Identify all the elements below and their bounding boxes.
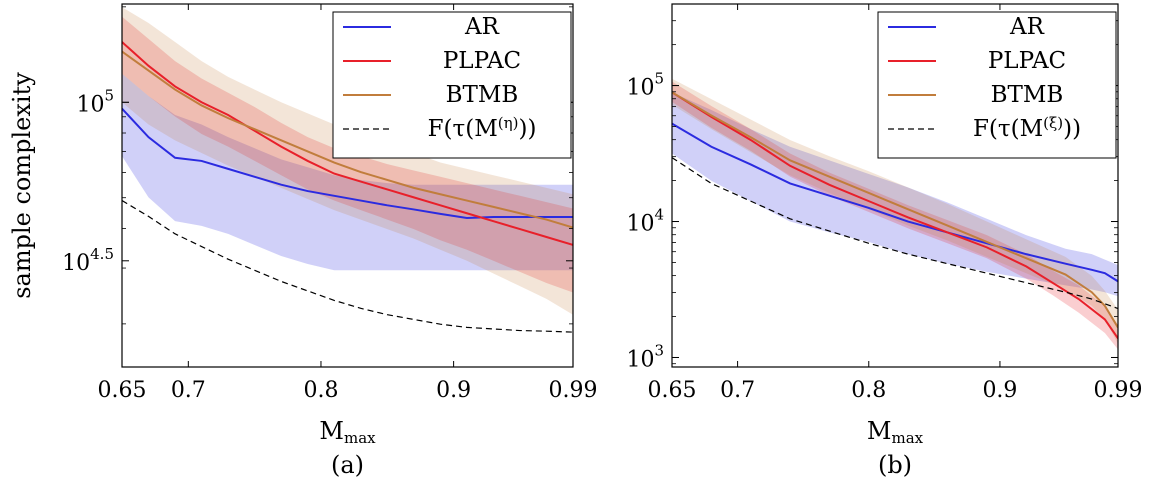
series-line-2 — [672, 91, 1118, 329]
legend-label: F(τ(M(η)​)) — [428, 114, 537, 142]
legend-label: BTMB — [991, 82, 1064, 108]
legend-label: BTMB — [446, 82, 519, 108]
series-line-2 — [122, 50, 573, 229]
band-0 — [122, 73, 573, 271]
plot-frame — [121, 3, 574, 368]
legend-label: AR — [1009, 14, 1045, 40]
legend-label: PLPAC — [443, 48, 521, 74]
x-tick-label: 0.99 — [549, 378, 598, 403]
x-axis-label: Mmax​ — [867, 417, 924, 447]
series-line-3 — [122, 200, 573, 333]
series-line-0 — [672, 122, 1118, 283]
x-tick-label: 0.8 — [851, 378, 886, 403]
legend-label: PLPAC — [988, 48, 1066, 74]
y-tick-label: 105 — [76, 86, 114, 117]
x-tick-label: 0.65 — [98, 378, 147, 403]
series-line-1 — [122, 41, 573, 246]
x-tick-label: 0.9 — [982, 378, 1017, 403]
y-tick-label: 104.5 — [62, 245, 114, 276]
x-tick-label: 0.99 — [1094, 378, 1143, 403]
axis-ticks: 0.65 0.7 0.8 0.9 0.99 104.5 105 — [62, 4, 597, 403]
series-lines — [672, 91, 1118, 340]
legend: AR PLPAC BTMB F(τ(M(η)​)) — [332, 11, 572, 159]
y-tick-label: 103 — [626, 341, 664, 372]
y-tick-label: 105 — [626, 70, 664, 101]
legend-label: AR — [464, 14, 500, 40]
x-tick-label: 0.9 — [436, 378, 471, 403]
subfigure-caption: (b) — [878, 451, 912, 479]
x-tick-label: 0.7 — [171, 378, 206, 403]
legend: AR PLPAC BTMB F(τ(M(ξ)​)) — [877, 11, 1117, 159]
band-1 — [672, 81, 1118, 350]
subfigure-caption: (a) — [331, 451, 364, 479]
series-line-1 — [672, 91, 1118, 340]
chart-panel-b: 0.65 0.7 0.8 0.9 0.99 103 104 105 AR PLPAC BTMB F(… — [626, 3, 1143, 479]
series-line-3 — [672, 157, 1118, 310]
y-tick-label: 104 — [626, 206, 664, 237]
chart-panel-a: 0.65 0.7 0.8 0.9 0.99 104.5 105 AR PLPAC BTMB F(τ… — [8, 3, 597, 479]
x-tick-label: 0.8 — [303, 378, 338, 403]
series-lines — [122, 41, 573, 333]
y-axis-label: sample complexity — [8, 72, 36, 299]
legend-label: F(τ(M(ξ)​)) — [973, 114, 1081, 142]
band-2 — [122, 7, 573, 315]
series-line-0 — [122, 107, 573, 219]
x-tick-label: 0.7 — [720, 378, 755, 403]
plot-frame — [671, 3, 1119, 368]
x-axis-label: Mmax​ — [319, 417, 376, 447]
x-tick-label: 0.65 — [648, 378, 697, 403]
band-0 — [672, 92, 1118, 297]
